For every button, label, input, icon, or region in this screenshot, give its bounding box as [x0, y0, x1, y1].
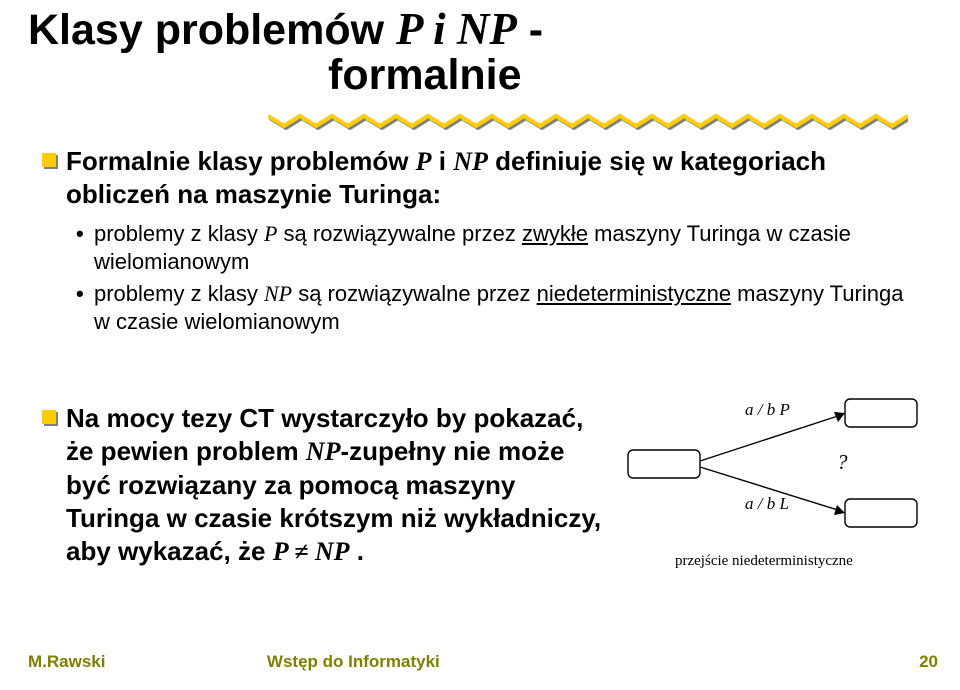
bullet-main-text: Formalnie klasy problemów P i NP definiu… [66, 145, 910, 212]
lower-bullet-text: Na mocy tezy CT wystarczyło by pokazać, … [66, 402, 606, 568]
lower-npz: NP [306, 437, 341, 466]
lower-end: . [350, 536, 364, 566]
footer: M.Rawski Wstęp do Informatyki 20 [28, 652, 938, 672]
dot-bullet-icon: • [76, 280, 94, 308]
diagram-arrow-top [700, 415, 841, 461]
slide: Klasy problemów P i NP - formalnie Forma… [0, 0, 960, 690]
square-bullet-icon [40, 408, 66, 430]
sub-bullet-1: • problemy z klasy P są rozwiązywalne pr… [76, 220, 910, 276]
footer-page: 20 [919, 652, 938, 672]
title-text-klasy: Klasy problemów [28, 6, 396, 54]
sub1-p: P [264, 221, 277, 246]
body-main-p: P [416, 147, 432, 176]
sub2-np: NP [264, 281, 292, 306]
title-text-p: P [396, 4, 422, 54]
title-text-dash: - [517, 6, 543, 54]
slide-title: Klasy problemów P i NP - formalnie [28, 6, 543, 98]
sub1-ul: zwykłe [522, 221, 588, 246]
lower-neq: ≠ [288, 537, 315, 566]
diagram-qmark: ? [837, 450, 848, 474]
sub2-mid: są rozwiązywalne przez [292, 281, 537, 306]
sub1-mid: są rozwiązywalne przez [277, 221, 522, 246]
title-text-formalnie: formalnie [328, 51, 522, 99]
body-main-np: NP [453, 147, 488, 176]
transition-diagram: a / b P ? a / b L przejście niedetermini… [620, 395, 930, 585]
body-main-pre: Formalnie klasy problemów [66, 146, 416, 176]
title-line-2: formalnie [28, 53, 543, 98]
sub-bullet-2-text: problemy z klasy NP są rozwiązywalne prz… [94, 280, 910, 336]
title-text-np: NP [457, 4, 517, 54]
body-main-and: i [432, 146, 454, 176]
title-text-i: i [422, 4, 457, 54]
diagram-label-top: a / b P [745, 400, 790, 419]
sub-bullets: • problemy z klasy P są rozwiązywalne pr… [76, 220, 910, 337]
bullet-main: Formalnie klasy problemów P i NP definiu… [40, 145, 910, 212]
square-bullet-icon [40, 151, 66, 173]
lower-p: P [273, 537, 288, 566]
diagram-top-box [845, 399, 917, 427]
sub-bullet-2: • problemy z klasy NP są rozwiązywalne p… [76, 280, 910, 336]
title-line-1: Klasy problemów P i NP - [28, 6, 543, 53]
diagram-left-box [628, 450, 700, 478]
diagram-label-bottom: a / b L [745, 494, 789, 513]
zigzag-path [268, 116, 908, 128]
sub-bullet-1-text: problemy z klasy P są rozwiązywalne prze… [94, 220, 910, 276]
sub2-pre: problemy z klasy [94, 281, 264, 306]
sub2-ul: niedeterministyczne [537, 281, 731, 306]
transition-diagram-svg: a / b P ? a / b L przejście niedetermini… [620, 395, 930, 585]
diagram-caption: przejście niedeterministyczne [675, 553, 853, 569]
sub1-pre: problemy z klasy [94, 221, 264, 246]
arrowhead-icon [834, 505, 845, 515]
zigzag-divider-icon [268, 112, 908, 130]
lower-np2: NP [315, 537, 350, 566]
diagram-bottom-box [845, 499, 917, 527]
footer-author: M.Rawski [28, 652, 105, 672]
dot-bullet-icon: • [76, 220, 94, 248]
body-content: Formalnie klasy problemów P i NP definiu… [40, 145, 910, 340]
footer-course: Wstęp do Informatyki [267, 652, 440, 672]
